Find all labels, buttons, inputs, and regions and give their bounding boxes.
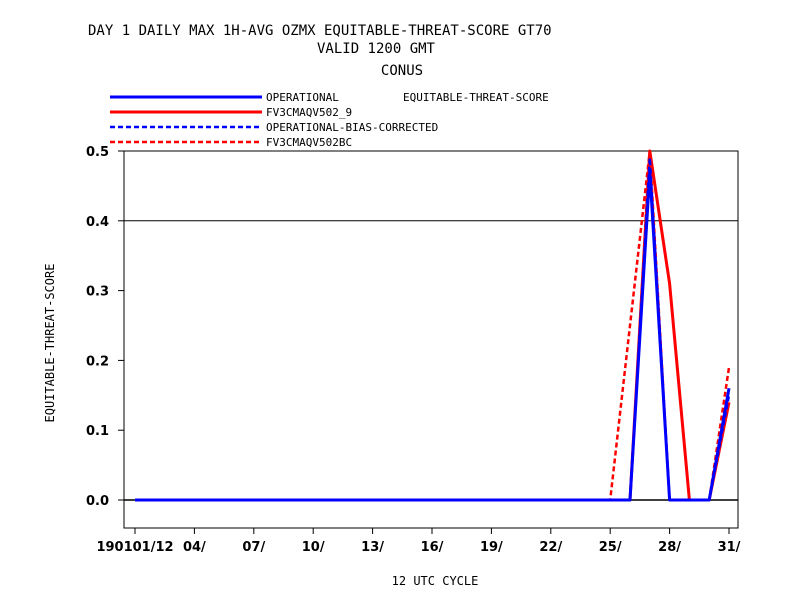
y-tick-label: 0.2 <box>86 354 109 369</box>
x-tick-label: 22/ <box>539 540 562 555</box>
reference-lines <box>124 220 738 501</box>
series-line-operational-bias-corrected <box>135 156 731 502</box>
legend-entry: FV3CMAQV502_9 <box>266 106 352 119</box>
y-tick-label: 0.0 <box>86 494 109 509</box>
x-tick-label: 190101/12 <box>96 540 173 555</box>
y-axis: 0.0 0.1 0.2 0.3 0.4 0.5 <box>86 145 124 509</box>
x-tick-label: 07/ <box>242 540 265 555</box>
x-tick-label: 19/ <box>480 540 503 555</box>
x-tick-label: 04/ <box>183 540 206 555</box>
legend-entry: OPERATIONAL <box>266 91 339 104</box>
y-tick-label: 0.3 <box>86 285 109 300</box>
chart-title-line-1: DAY 1 DAILY MAX 1H-AVG OZMX EQUITABLE-TH… <box>88 23 552 39</box>
x-tick-label: 13/ <box>361 540 384 555</box>
y-tick-label: 0.4 <box>86 215 109 230</box>
x-tick-label: 28/ <box>658 540 681 555</box>
legend-entry: OPERATIONAL-BIAS-CORRECTED <box>266 121 438 134</box>
x-tick-label: 25/ <box>599 540 622 555</box>
y-tick-label: 0.1 <box>86 424 109 439</box>
chart-title-line-3: CONUS <box>381 63 423 79</box>
x-tick-label: 10/ <box>302 540 325 555</box>
series-layer <box>135 149 731 502</box>
plot-frame <box>123 150 739 529</box>
x-tick-label: 31/ <box>718 540 741 555</box>
x-axis-label: 12 UTC CYCLE <box>392 574 479 588</box>
y-axis-label: EQUITABLE-THREAT-SCORE <box>43 264 57 423</box>
legend: EQUITABLE-THREAT-SCORE OPERATIONAL FV3CMA… <box>110 91 549 149</box>
chart-title-line-2: VALID 1200 GMT <box>317 41 436 57</box>
legend-metric-label: EQUITABLE-THREAT-SCORE <box>403 91 549 104</box>
legend-entry: FV3CMAQV502BC <box>266 136 352 149</box>
x-tick-label: 16/ <box>421 540 444 555</box>
y-tick-label: 0.5 <box>86 145 109 160</box>
x-axis: 190101/12 04/07/10/13/16/19/22/25/28/31/ <box>96 528 741 555</box>
